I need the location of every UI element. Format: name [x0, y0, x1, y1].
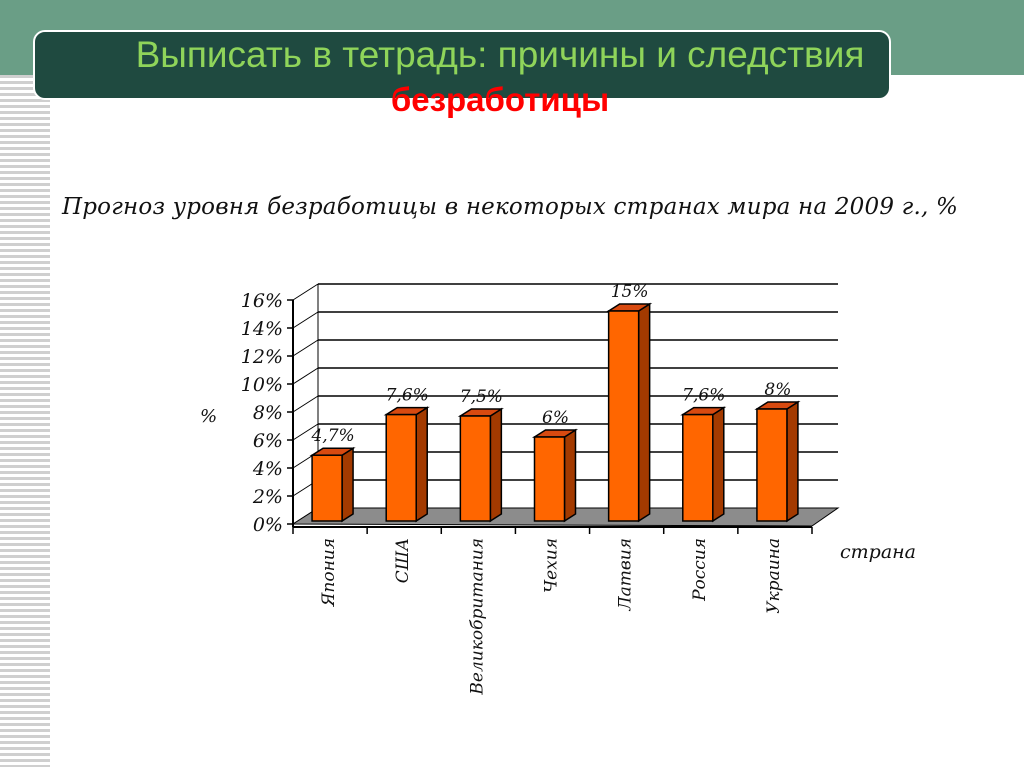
bar-Латвия [606, 302, 653, 523]
slide-title: Выписать в тетрадь: причины и следствия [135, 34, 865, 75]
y-tick-label: 14% [241, 318, 283, 340]
category-label: Великобритания [467, 538, 487, 696]
data-label: 7,6% [386, 386, 429, 406]
slide-title-accent: безработицы [390, 81, 610, 118]
bar-США [383, 406, 430, 523]
category-label: Латвия [616, 538, 636, 612]
bar-Чехия [531, 428, 579, 523]
y-tick-label: 4% [252, 458, 283, 480]
chart-axes [287, 299, 813, 534]
category-label: США [393, 538, 413, 583]
chart-labels: 0% 2% 4% 6% 8% 10% 12% 14% 16% 4,7% Япония 7,6% США 7… [200, 282, 916, 696]
y-tick-label: 0% [253, 514, 283, 536]
chart-title: Прогноз уровня безработицы в некоторых с… [62, 194, 959, 220]
decorative-stripes [0, 75, 50, 767]
data-label: 15% [611, 282, 649, 302]
data-label: 4,7% [310, 426, 354, 446]
title-box [33, 30, 891, 100]
y-tick-label: 8% [253, 402, 283, 424]
bar-Украина [754, 400, 801, 523]
y-tick-label: 10% [241, 374, 283, 396]
category-label: Украина [764, 538, 784, 614]
data-label: 6% [542, 408, 569, 428]
bar-Великобритания [457, 407, 504, 523]
y-tick-label: 6% [253, 430, 283, 452]
data-label: 7,5% [460, 387, 503, 407]
x-axis-title: страна [840, 541, 916, 563]
category-label: Чехия [542, 538, 562, 593]
bar-Япония [309, 446, 356, 523]
y-tick-label: 12% [241, 346, 283, 368]
bar-Россия [680, 406, 727, 523]
category-label: Япония [319, 538, 339, 607]
category-label: Россия [690, 538, 710, 602]
y-axis-title: % [200, 406, 217, 427]
chart-bars [309, 302, 801, 523]
data-label: 7,6% [682, 386, 725, 406]
data-label: 8% [764, 380, 791, 400]
y-tick-label: 2% [252, 486, 283, 508]
y-tick-label: 16% [241, 290, 283, 312]
